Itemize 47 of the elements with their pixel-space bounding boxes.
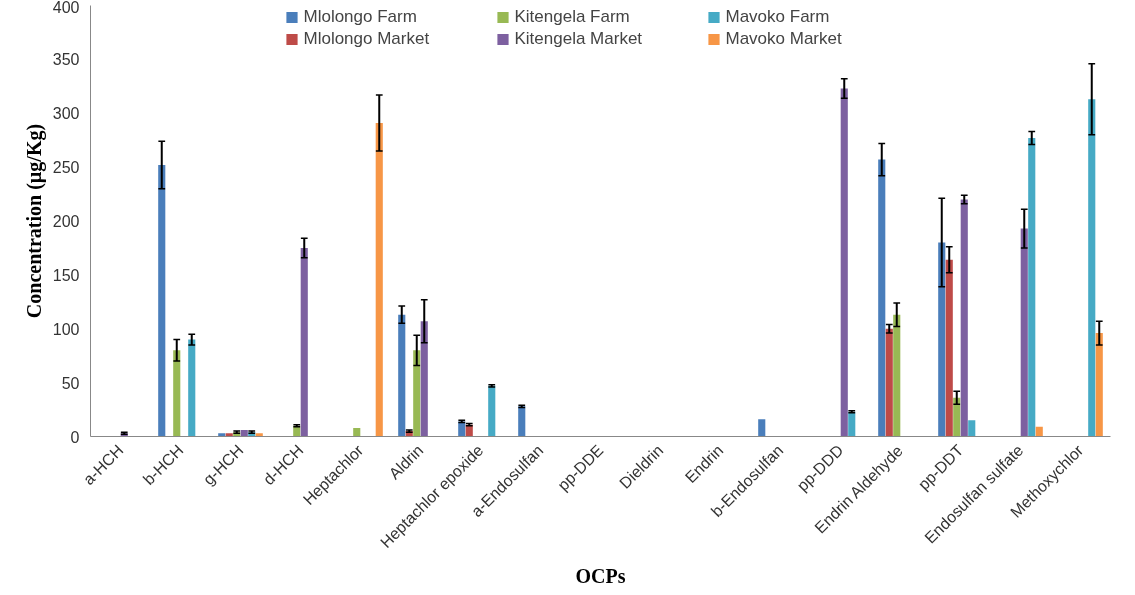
legend-label: Mavoko Market — [725, 29, 843, 49]
bar — [375, 122, 383, 437]
bar — [518, 406, 526, 437]
bar — [945, 259, 953, 437]
bar — [225, 433, 233, 437]
bar — [458, 421, 466, 437]
y-tick-label: 150 — [52, 266, 80, 284]
y-tick-label: 50 — [61, 374, 80, 392]
legend-label: Kitengela Farm — [514, 7, 631, 27]
bar — [218, 433, 226, 437]
bar — [840, 88, 848, 437]
bar — [255, 433, 263, 437]
bar — [960, 199, 968, 437]
y-tick-label: 350 — [52, 51, 80, 69]
bar — [488, 385, 496, 437]
bar — [758, 419, 766, 437]
bar — [938, 242, 946, 437]
legend-label: Mlolongo Market — [303, 29, 431, 49]
y-tick-label: 400 — [52, 0, 80, 16]
legend-label: Kitengela Market — [514, 29, 644, 49]
y-tick-label: 0 — [70, 428, 80, 446]
bar — [240, 430, 248, 437]
bar — [1028, 138, 1036, 437]
y-tick-label: 200 — [52, 213, 80, 230]
bar — [420, 321, 428, 437]
bar — [158, 164, 166, 437]
bar — [878, 159, 886, 437]
bar — [173, 350, 181, 437]
bar — [968, 420, 976, 437]
bar — [1020, 228, 1028, 437]
bar — [885, 328, 893, 437]
y-tick-label: 100 — [52, 320, 80, 338]
bar — [353, 427, 361, 437]
bar — [1088, 99, 1096, 437]
legend-label: Mavoko Farm — [725, 7, 831, 27]
y-tick-label: 250 — [52, 159, 80, 177]
legend-label: Mlolongo Farm — [303, 7, 418, 27]
bar — [398, 314, 406, 437]
bar — [893, 314, 901, 437]
y-tick-label: 300 — [52, 105, 80, 123]
bar — [1035, 426, 1043, 437]
bar — [188, 339, 196, 437]
bar — [1095, 333, 1103, 437]
bar — [300, 247, 308, 437]
bar — [413, 350, 421, 437]
x-axis-title: OCPs — [575, 565, 626, 588]
y-axis-title: Concentration (µg/Kg) — [22, 123, 46, 319]
